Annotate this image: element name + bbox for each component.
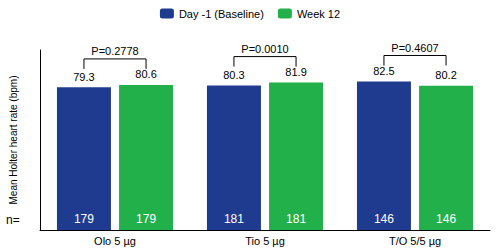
svg-text:P=0.4607: P=0.4607	[391, 42, 438, 54]
svg-text:80.6: 80.6	[135, 68, 156, 80]
svg-text:146: 146	[374, 212, 394, 226]
svg-text:179: 179	[74, 212, 94, 226]
svg-text:79.3: 79.3	[73, 71, 94, 83]
svg-text:n=: n=	[6, 213, 20, 227]
svg-text:P=0.2778: P=0.2778	[91, 45, 138, 57]
svg-text:Tio 5 µg: Tio 5 µg	[245, 235, 285, 247]
svg-text:181: 181	[286, 212, 306, 226]
svg-text:179: 179	[136, 212, 156, 226]
svg-text:Olo 5 µg: Olo 5 µg	[94, 235, 136, 247]
svg-text:146: 146	[436, 212, 456, 226]
svg-text:181: 181	[224, 212, 244, 226]
svg-text:81.9: 81.9	[285, 66, 306, 78]
svg-text:Week 12: Week 12	[297, 8, 340, 20]
svg-text:80.2: 80.2	[435, 69, 456, 81]
svg-text:T/O 5/5 µg: T/O 5/5 µg	[389, 235, 441, 247]
svg-text:P=0.0010: P=0.0010	[241, 43, 288, 55]
svg-text:80.3: 80.3	[223, 69, 244, 81]
svg-text:Day -1 (Baseline): Day -1 (Baseline)	[179, 8, 264, 20]
svg-text:Mean Holter heart rate (bpm): Mean Holter heart rate (bpm)	[8, 76, 19, 205]
svg-text:82.5: 82.5	[373, 65, 394, 77]
